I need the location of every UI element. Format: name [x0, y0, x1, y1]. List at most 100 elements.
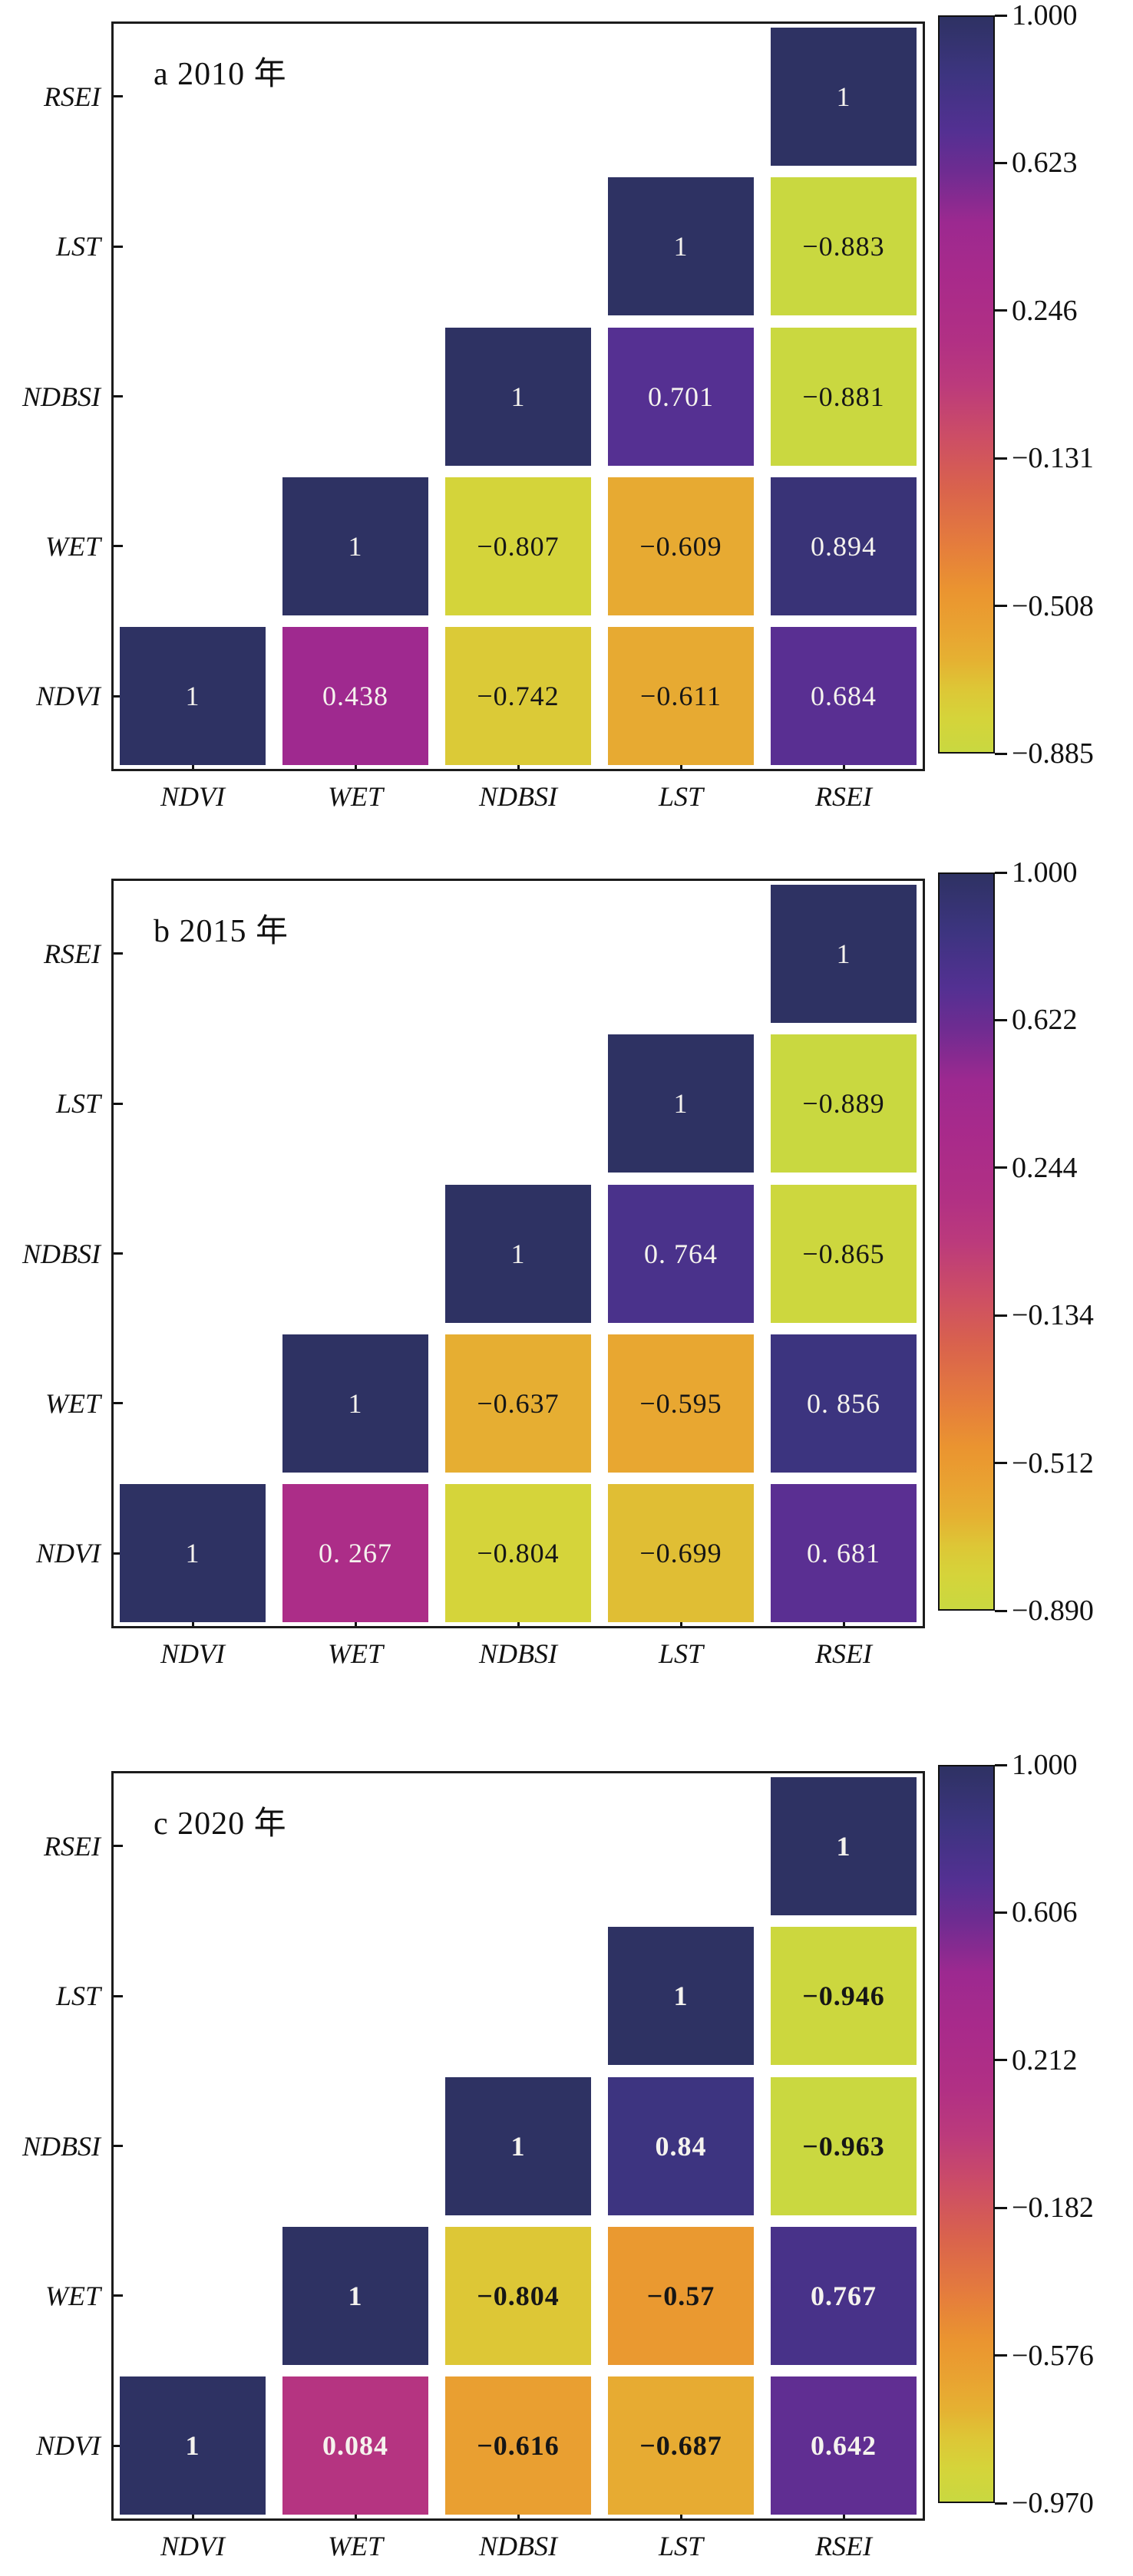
cell-value: −0.881	[802, 381, 885, 412]
cell-rsei-rsei: 1	[771, 884, 917, 1023]
x-axis-label-rsei: RSEI	[815, 1638, 872, 1669]
cell-ndvi-rsei: 0. 681	[771, 1484, 917, 1623]
cell-wet-lst: −0.609	[608, 477, 754, 615]
cell-ndbsi-rsei: −0.963	[771, 2076, 917, 2215]
colorbar-tick	[995, 1314, 1007, 1317]
colorbar-tick	[995, 752, 1007, 755]
y-axis-tick	[114, 395, 123, 397]
y-axis-label-ndvi: NDVI	[36, 1538, 101, 1569]
cell-value: −0.616	[477, 2430, 560, 2462]
cell-wet-wet: 1	[282, 477, 428, 615]
cell-value: −0.963	[802, 2130, 885, 2162]
y-axis-label-ndvi: NDVI	[36, 681, 101, 712]
x-axis-label-lst: LST	[658, 781, 704, 812]
x-axis-label-rsei: RSEI	[815, 781, 872, 812]
y-axis-label-ndbsi: NDBSI	[22, 2130, 101, 2162]
x-axis-label-lst: LST	[658, 2531, 704, 2561]
colorbar-tick-label: 0.212	[1012, 2043, 1078, 2076]
y-axis-tick	[114, 545, 123, 548]
cell-ndvi-ndvi: 1	[120, 627, 266, 766]
cell-value: 1	[673, 1088, 689, 1120]
colorbar-tick	[995, 457, 1007, 460]
x-axis-label-lst: LST	[658, 1638, 704, 1669]
x-axis-label-wet: WET	[328, 781, 383, 812]
y-axis-tick	[114, 952, 123, 955]
cell-ndbsi-lst: 0.84	[608, 2076, 754, 2215]
y-axis-label-wet: WET	[45, 530, 101, 562]
cell-lst-lst: 1	[608, 177, 754, 316]
y-axis-label-wet: WET	[45, 1387, 101, 1419]
cell-ndbsi-lst: 0.701	[608, 327, 754, 466]
colorbar-tick	[995, 871, 1007, 874]
colorbar-tick	[995, 1462, 1007, 1465]
y-axis-label-ndbsi: NDBSI	[22, 1238, 101, 1269]
cell-value: −0.865	[802, 1238, 885, 1269]
colorbar-tick	[995, 2059, 1007, 2062]
cell-value: −0.804	[477, 2280, 560, 2311]
cell-value: −0.742	[477, 681, 560, 712]
colorbar-tick-label: 0.623	[1012, 147, 1078, 180]
cell-ndvi-ndvi: 1	[120, 2376, 266, 2515]
cell-lst-rsei: −0.946	[771, 1927, 917, 2066]
cell-wet-lst: −0.595	[608, 1334, 754, 1473]
cell-wet-ndbsi: −0.637	[445, 1334, 591, 1473]
cell-value: −0.57	[646, 2280, 715, 2311]
cell-ndvi-ndbsi: −0.616	[445, 2376, 591, 2515]
cell-ndvi-wet: 0.438	[282, 627, 428, 766]
cell-value: 1	[836, 81, 851, 112]
colorbar-tick	[995, 605, 1007, 608]
colorbar-tick	[995, 1166, 1007, 1169]
cell-rsei-rsei: 1	[771, 1776, 917, 1915]
cell-wet-wet: 1	[282, 2226, 428, 2365]
cell-value: 1	[348, 2280, 363, 2311]
colorbar-tick	[995, 1609, 1007, 1612]
cell-value: −0.595	[639, 1387, 722, 1419]
y-axis-label-ndbsi: NDBSI	[22, 381, 101, 412]
cell-value: 0.438	[322, 681, 388, 712]
cell-wet-ndbsi: −0.807	[445, 477, 591, 615]
cell-value: −0.804	[477, 1538, 560, 1569]
cell-ndvi-wet: 0.084	[282, 2376, 428, 2515]
y-axis-tick	[114, 1845, 123, 1848]
y-axis-tick	[114, 694, 123, 698]
y-axis-tick	[114, 2444, 123, 2447]
cell-lst-rsei: −0.883	[771, 177, 917, 316]
cell-value: 1	[673, 1981, 689, 2012]
colorbar-tick-label: −0.134	[1012, 1299, 1094, 1332]
panel-title-b: b 2015 年	[154, 914, 289, 949]
cell-ndbsi-ndbsi: 1	[445, 327, 591, 466]
cell-ndvi-lst: −0.699	[608, 1484, 754, 1623]
cell-value: 1	[185, 681, 200, 712]
cell-wet-lst: −0.57	[608, 2226, 754, 2365]
colorbar-tick-label: 1.000	[1012, 1749, 1078, 1781]
cell-ndvi-ndbsi: −0.804	[445, 1484, 591, 1623]
cell-value: −0.807	[477, 530, 560, 562]
cell-value: 0. 764	[644, 1238, 718, 1269]
y-axis-tick	[114, 2294, 123, 2297]
y-axis-tick	[114, 1552, 123, 1555]
x-axis-label-ndvi: NDVI	[160, 2531, 225, 2561]
cell-value: 1	[185, 2430, 200, 2462]
cell-wet-wet: 1	[282, 1334, 428, 1473]
cell-value: −0.609	[639, 530, 722, 562]
colorbar-tick	[995, 2354, 1007, 2357]
x-axis-label-rsei: RSEI	[815, 2531, 872, 2561]
cell-value: 1	[673, 231, 689, 262]
y-axis-label-wet: WET	[45, 2280, 101, 2311]
colorbar-tick-label: −0.576	[1012, 2339, 1094, 2372]
x-axis-label-ndbsi: NDBSI	[479, 781, 557, 812]
x-axis-label-ndvi: NDVI	[160, 1638, 225, 1669]
cell-lst-lst: 1	[608, 1034, 754, 1173]
y-axis-tick	[114, 245, 123, 248]
cell-ndvi-rsei: 0.642	[771, 2376, 917, 2515]
colorbar-tick	[995, 161, 1007, 164]
cell-value: 1	[348, 530, 363, 562]
cell-value: 0.894	[811, 530, 877, 562]
cell-value: 1	[348, 1387, 363, 1419]
cell-value: −0.946	[802, 1981, 885, 2012]
y-axis-tick	[114, 1102, 123, 1105]
cell-ndbsi-rsei: −0.881	[771, 327, 917, 466]
cell-ndvi-ndvi: 1	[120, 1484, 266, 1623]
panel-title-a: a 2010 年	[154, 57, 287, 92]
